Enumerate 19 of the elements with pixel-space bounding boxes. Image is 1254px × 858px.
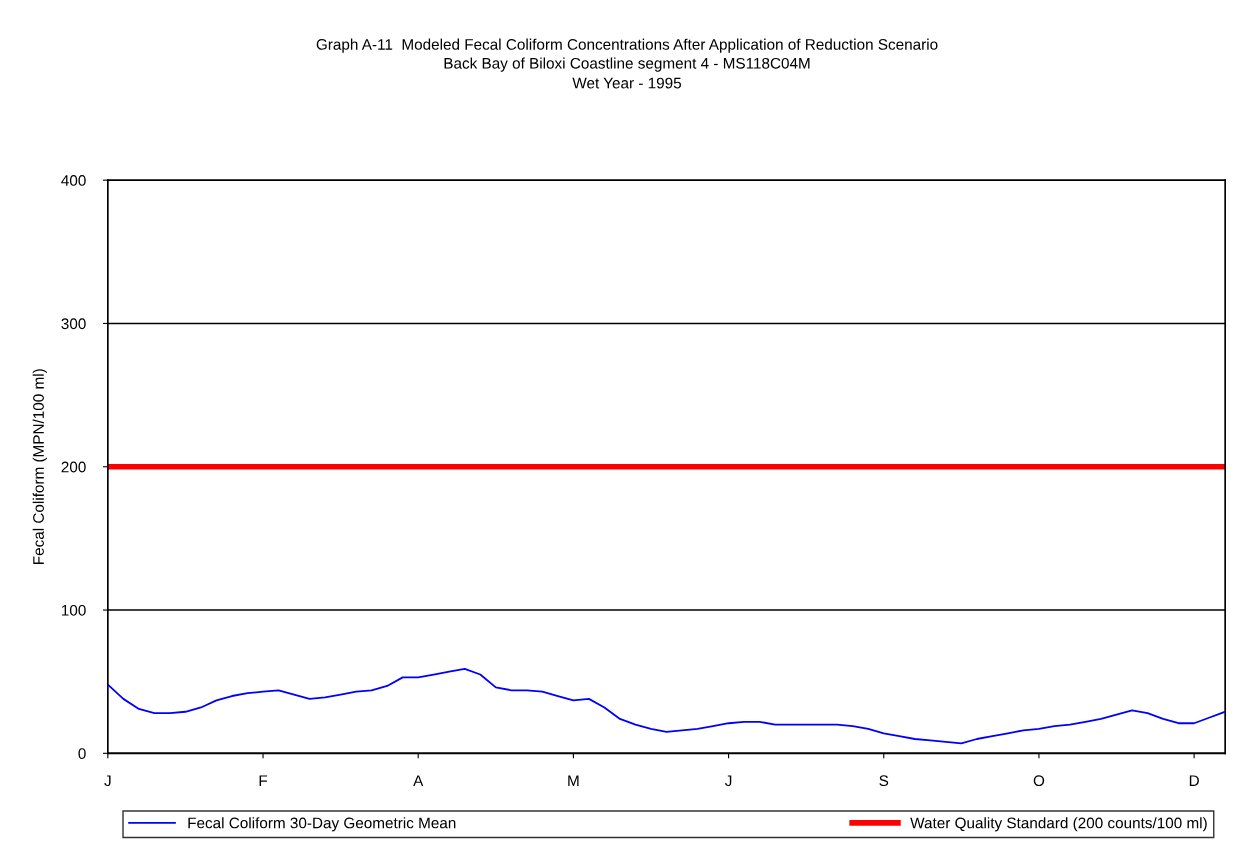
y-axis-title: Fecal Coliform (MPN/100 ml) [32, 369, 47, 564]
legend-label: Water Quality Standard (200 counts/100 ml) [910, 817, 1207, 832]
chart-title: Graph A-11 Modeled Fecal Coliform Concentrations After Application of Reduction Scenario [316, 38, 938, 53]
chart-subtitle: Back Bay of Biloxi Coastline segment 4 - MS118C04M Wet Year - 1995 [444, 57, 810, 89]
line-series [107, 667, 1226, 745]
legend-label: Fecal Coliform 30-Day Geometric Mean [188, 817, 456, 832]
x-tick-label: J [104, 775, 111, 787]
y-tick-label: 200 [61, 461, 86, 473]
x-tick-label: M [568, 775, 579, 786]
y-tick-label: 0 [78, 748, 86, 760]
x-tick-label: S [879, 775, 889, 787]
x-tick-label: F [259, 775, 268, 786]
y-tick-label: 300 [61, 318, 86, 330]
x-tick-label: A [413, 775, 424, 786]
y-tick-label: 100 [61, 604, 86, 616]
y-tick-label: 400 [61, 175, 86, 186]
x-tick-label: J [724, 775, 732, 787]
x-tick-label: O [1033, 775, 1045, 787]
x-tick-label: D [1189, 775, 1199, 786]
